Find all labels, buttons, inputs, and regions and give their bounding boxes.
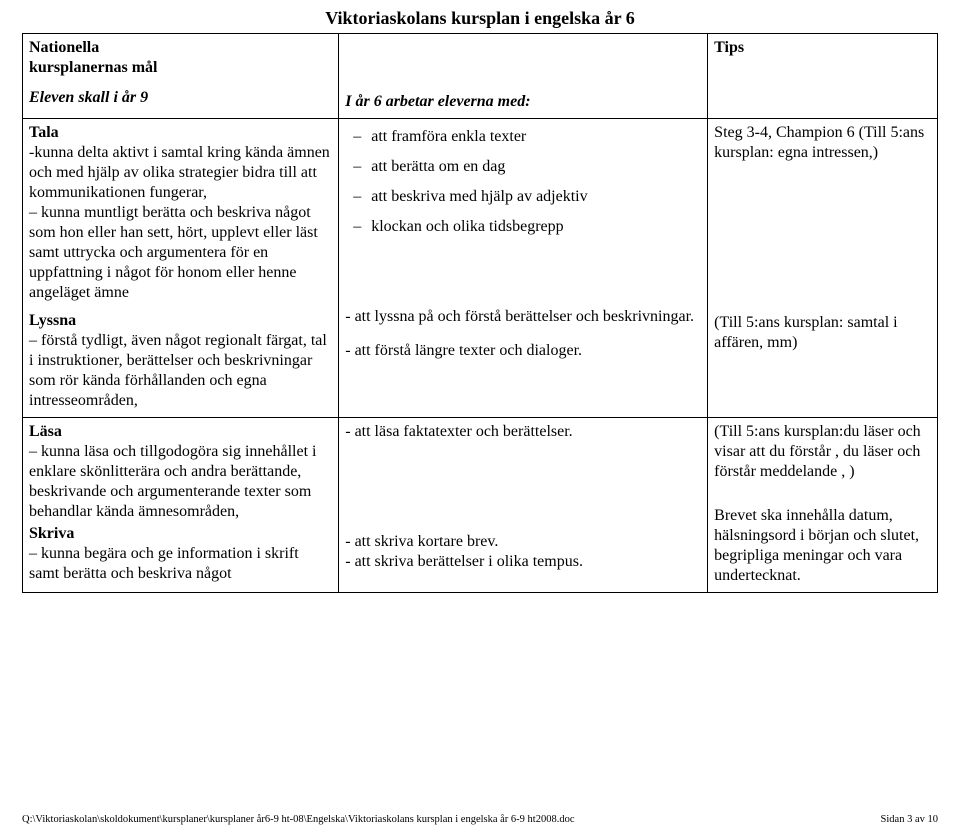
cell-tala-lyssna: Tala -kunna delta aktivt i samtal kring … (23, 119, 339, 418)
mid-row2a: - att läsa faktatexter och berättelser. (345, 422, 701, 442)
tala-line2: – kunna muntligt berätta och beskriva nå… (29, 204, 318, 301)
mid-para1: - att lyssna på och förstå berättelser o… (345, 307, 701, 327)
tips-row1b: (Till 5:ans kursplan: samtal i affären, … (714, 313, 931, 353)
curriculum-table: Nationella kursplanernas mål Eleven skal… (22, 33, 938, 593)
lyssna-body: – förstå tydligt, även något regionalt f… (29, 332, 327, 409)
header-middle: I år 6 arbetar eleverna med: (339, 34, 708, 119)
cell-middle-row2: - att läsa faktatexter och berättelser. … (339, 418, 708, 593)
mid-row2c: - att skriva berättelser i olika tempus. (345, 552, 701, 572)
document-title: Viktoriaskolans kursplan i engelska år 6 (22, 8, 938, 29)
table-row: Tala -kunna delta aktivt i samtal kring … (23, 119, 938, 418)
tips-row1a: Steg 3-4, Champion 6 (Till 5:ans kurspla… (714, 123, 931, 163)
table-row: Läsa – kunna läsa och tillgodogöra sig i… (23, 418, 938, 593)
cell-middle-row1: att framföra enkla texter att berätta om… (339, 119, 708, 418)
header-left-line2: kursplanernas mål (29, 58, 332, 78)
list-item: att beskriva med hjälp av adjektiv (371, 187, 701, 207)
mid-row2b: - att skriva kortare brev. (345, 532, 701, 552)
middle-subheading: I år 6 arbetar eleverna med: (345, 92, 701, 112)
activity-list: att framföra enkla texter att berätta om… (345, 127, 701, 237)
left-subheading: Eleven skall i år 9 (29, 88, 332, 108)
page-footer: Q:\Viktoriaskolan\skoldokument\kursplane… (22, 814, 938, 825)
list-item: klockan och olika tidsbegrepp (371, 217, 701, 237)
mid-para2: - att förstå längre texter och dialoger. (345, 341, 701, 361)
footer-page: Sidan 3 av 10 (881, 814, 938, 825)
header-right-text: Tips (714, 38, 931, 58)
lasa-body: – kunna läsa och tillgodogöra sig innehå… (29, 443, 317, 520)
tala-title: Tala (29, 124, 59, 141)
list-item: att framföra enkla texter (371, 127, 701, 147)
lyssna-title: Lyssna (29, 311, 332, 331)
skriva-title: Skriva (29, 524, 332, 544)
tips-row2a: (Till 5:ans kursplan:du läser och visar … (714, 422, 931, 482)
cell-tips-row2: (Till 5:ans kursplan:du läser och visar … (708, 418, 938, 593)
header-right: Tips (708, 34, 938, 119)
tala-line1: -kunna delta aktivt i samtal kring kända… (29, 144, 330, 201)
cell-lasa-skriva: Läsa – kunna läsa och tillgodogöra sig i… (23, 418, 339, 593)
page: Viktoriaskolans kursplan i engelska år 6… (0, 0, 960, 839)
header-left: Nationella kursplanernas mål Eleven skal… (23, 34, 339, 119)
tips-row2b: Brevet ska innehålla datum, hälsningsord… (714, 506, 931, 586)
footer-path: Q:\Viktoriaskolan\skoldokument\kursplane… (22, 814, 575, 825)
lasa-title: Läsa (29, 422, 332, 442)
header-left-line1: Nationella (29, 38, 332, 58)
cell-tips-row1: Steg 3-4, Champion 6 (Till 5:ans kurspla… (708, 119, 938, 418)
skriva-body: – kunna begära och ge information i skri… (29, 545, 299, 582)
table-header-row: Nationella kursplanernas mål Eleven skal… (23, 34, 938, 119)
list-item: att berätta om en dag (371, 157, 701, 177)
